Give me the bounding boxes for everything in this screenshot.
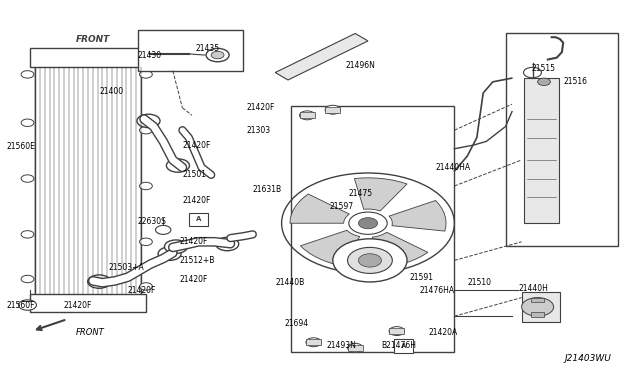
Circle shape (349, 212, 387, 234)
Text: 21420F: 21420F (182, 196, 211, 205)
Circle shape (140, 71, 152, 78)
Text: B21476H: B21476H (381, 341, 416, 350)
Text: 21440HA: 21440HA (435, 163, 470, 172)
Circle shape (158, 247, 181, 260)
Text: 21420A: 21420A (429, 328, 458, 337)
Bar (531, 312, 544, 317)
Circle shape (137, 114, 160, 128)
Text: 21631B: 21631B (253, 185, 282, 194)
Text: 21303: 21303 (246, 126, 271, 135)
Circle shape (21, 175, 34, 182)
Text: 21440B: 21440B (275, 278, 305, 287)
Text: 21430: 21430 (138, 51, 162, 60)
Bar (30, 48, 146, 67)
Circle shape (389, 327, 404, 336)
Circle shape (140, 238, 152, 246)
Text: 21512+B: 21512+B (179, 256, 214, 265)
Circle shape (206, 48, 229, 62)
Bar (300, 112, 315, 118)
Circle shape (538, 78, 550, 86)
Bar (35, 65, 141, 296)
Bar (524, 78, 559, 223)
Text: 21560F: 21560F (6, 301, 35, 310)
Text: 21420F: 21420F (179, 275, 207, 283)
Circle shape (21, 231, 34, 238)
Circle shape (21, 71, 34, 78)
Circle shape (21, 275, 34, 283)
Text: 21515: 21515 (531, 64, 555, 73)
Text: FRONT: FRONT (76, 35, 110, 44)
Text: 21591: 21591 (410, 273, 434, 282)
Bar (325, 107, 340, 113)
Text: 21435: 21435 (195, 44, 220, 53)
Circle shape (522, 298, 554, 316)
Text: 21501: 21501 (182, 170, 206, 179)
Text: 21440H: 21440H (518, 284, 548, 293)
Text: 21510: 21510 (467, 278, 492, 287)
Bar (531, 298, 544, 302)
Polygon shape (290, 194, 349, 223)
Circle shape (333, 239, 407, 282)
Text: FRONT: FRONT (76, 328, 104, 337)
FancyBboxPatch shape (394, 339, 413, 353)
Text: 21476HA: 21476HA (419, 286, 454, 295)
Bar (389, 328, 404, 334)
Text: 21420F: 21420F (128, 286, 156, 295)
Circle shape (88, 275, 111, 288)
Circle shape (140, 182, 152, 190)
Text: 21597: 21597 (330, 202, 354, 211)
Bar (30, 294, 146, 312)
Bar (506, 33, 618, 246)
Circle shape (348, 343, 363, 352)
Circle shape (21, 119, 34, 126)
Text: 21400: 21400 (99, 87, 124, 96)
Text: 21503+A: 21503+A (109, 263, 145, 272)
Polygon shape (389, 201, 446, 231)
Text: 21496N: 21496N (346, 61, 376, 70)
Text: 21420F: 21420F (179, 237, 207, 246)
Text: 21420F: 21420F (64, 301, 92, 310)
Circle shape (348, 247, 392, 273)
Text: 21420F: 21420F (246, 103, 275, 112)
Circle shape (358, 218, 378, 229)
Circle shape (300, 111, 315, 120)
Polygon shape (300, 230, 360, 266)
Text: 21560E: 21560E (6, 142, 35, 151)
Text: 21516: 21516 (563, 77, 588, 86)
Polygon shape (355, 178, 407, 211)
Polygon shape (372, 232, 428, 268)
Text: 22630S: 22630S (138, 217, 166, 226)
Circle shape (166, 159, 189, 172)
Circle shape (140, 126, 152, 134)
Text: A: A (196, 217, 201, 222)
Text: A: A (401, 343, 406, 349)
Circle shape (524, 67, 541, 78)
Text: 21420F: 21420F (182, 141, 211, 150)
FancyBboxPatch shape (189, 213, 208, 226)
Circle shape (211, 51, 224, 59)
Circle shape (19, 300, 36, 310)
Circle shape (325, 105, 340, 114)
Bar (306, 339, 321, 345)
Text: 21493N: 21493N (326, 341, 356, 350)
Text: 21475: 21475 (349, 189, 373, 198)
Circle shape (306, 338, 321, 347)
Bar (291, 106, 454, 352)
Polygon shape (275, 33, 368, 80)
Circle shape (358, 254, 381, 267)
Circle shape (140, 283, 152, 290)
Bar (348, 345, 363, 351)
Text: 21694: 21694 (285, 319, 309, 328)
Bar (138, 30, 243, 71)
Bar (522, 292, 560, 322)
Circle shape (156, 225, 171, 234)
Circle shape (216, 237, 239, 251)
Text: J21403WU: J21403WU (564, 355, 611, 363)
Circle shape (164, 240, 188, 253)
